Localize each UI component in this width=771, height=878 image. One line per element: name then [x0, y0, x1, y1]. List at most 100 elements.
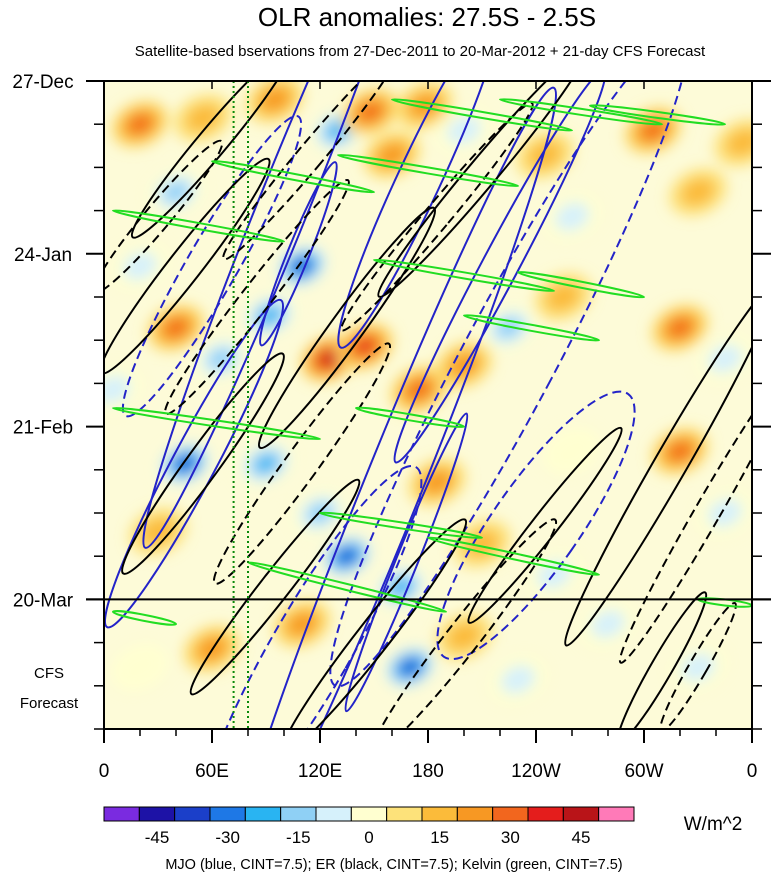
colorbar-tick-label: -30 — [215, 828, 240, 847]
er-contour — [130, 81, 294, 239]
colorbar-swatch — [350, 806, 388, 822]
anomaly-blob — [500, 665, 536, 694]
anomaly-blob — [543, 427, 601, 475]
er-contour — [370, 518, 558, 729]
chart-subtitle: Satellite-based bservations from 27-Dec-… — [135, 43, 706, 60]
anomaly-blob — [680, 653, 716, 682]
x-tick-label: 180 — [412, 761, 444, 782]
colorbar-tick-label: -15 — [286, 828, 311, 847]
kelvin-contour — [426, 536, 601, 576]
kelvin-contour — [336, 153, 520, 188]
er-contour — [616, 591, 708, 729]
x-tick-label: 120E — [298, 761, 342, 782]
forecast-label-line1: CFS — [34, 665, 64, 682]
anomaly-blob — [643, 122, 663, 139]
anomaly-blob — [554, 202, 590, 231]
er-contour — [564, 280, 752, 647]
er-contour — [222, 81, 400, 261]
mjo-contour — [199, 464, 423, 729]
x-axis: 0 60E 120E 180 120W 60W 0 — [99, 81, 758, 782]
x-tick-label: 0 — [99, 761, 110, 782]
mjo-contour — [436, 390, 636, 661]
colorbar-tick-label: 0 — [364, 828, 373, 847]
er-contour — [257, 206, 437, 450]
mjo-contour — [121, 114, 303, 418]
colorbar-tick-label: 15 — [430, 828, 449, 847]
colorbar-swatch — [315, 806, 352, 822]
anomaly-blob — [130, 116, 150, 133]
er-contour — [659, 601, 737, 729]
mjo-contour — [344, 412, 469, 713]
anomaly-blob — [545, 282, 581, 312]
colorbar-swatch — [598, 806, 635, 822]
er-contour — [189, 478, 361, 696]
er-contour — [340, 102, 534, 332]
kelvin-contour — [498, 98, 664, 126]
y-tick-label: 27-Dec — [12, 72, 73, 93]
kelvin-contour — [210, 159, 376, 194]
colorbar-swatch — [103, 806, 140, 822]
kelvin-contour — [318, 511, 484, 540]
er-contour — [104, 157, 271, 375]
anomaly-blob — [412, 95, 437, 116]
colorbar-swatch — [244, 806, 282, 822]
anomaly-blob — [707, 344, 743, 373]
colorbar-swatch — [138, 806, 176, 822]
colorbar-unit: W/m^2 — [684, 814, 743, 835]
reference-longitude-lines — [232, 81, 249, 729]
anomaly-blob — [185, 103, 221, 133]
anomaly-blob — [322, 353, 336, 365]
anomaly-blob — [670, 319, 690, 336]
anomaly-field — [104, 81, 752, 704]
forecast-label-line2: Forecast — [20, 695, 79, 712]
er-contour — [121, 352, 285, 575]
colorbar-swatch — [421, 806, 458, 822]
colorbar-tick-label: -45 — [145, 828, 170, 847]
anomaly-blob — [403, 661, 417, 673]
colorbar-swatch — [174, 806, 211, 822]
x-tick-label: 120W — [511, 761, 561, 782]
anomaly-blob — [166, 319, 186, 336]
colorbar-swatch — [527, 806, 564, 822]
y-tick-label: 20-Mar — [13, 590, 74, 611]
x-tick-label: 60W — [624, 761, 663, 782]
mjo-contour — [393, 81, 607, 464]
x-tick-label: 60E — [195, 761, 229, 782]
colorbar-swatch — [562, 806, 600, 822]
kelvin-contour — [372, 258, 556, 293]
anomaly-blob — [256, 455, 276, 472]
kelvin-contour — [462, 314, 601, 342]
anomaly-blob — [590, 609, 626, 639]
kelvin-contours — [111, 98, 752, 626]
kelvin-contour — [111, 406, 322, 441]
mjo-contour — [337, 81, 501, 349]
er-contours — [104, 81, 752, 729]
er-contour — [104, 139, 224, 294]
colorbar-swatch — [386, 806, 423, 822]
colorbar-tick-label: 30 — [501, 828, 520, 847]
anomaly-blob — [357, 339, 373, 353]
anomaly-blob — [680, 177, 716, 207]
x-tick-label: 0 — [747, 761, 758, 782]
colorbar-swatch — [492, 806, 529, 822]
kelvin-contour — [516, 270, 646, 299]
mjo-contour — [104, 298, 284, 629]
anomaly-blob — [340, 550, 354, 562]
anomaly-blob — [140, 517, 176, 546]
er-contour — [212, 342, 392, 585]
anomaly-blob — [111, 643, 169, 691]
chart-title: OLR anomalies: 27.5S - 2.5S — [258, 2, 596, 32]
er-contour — [467, 426, 623, 624]
er-contour — [280, 518, 468, 729]
anomaly-blob — [289, 613, 315, 635]
anomaly-blob — [446, 622, 482, 651]
anomaly-blob — [122, 251, 158, 281]
colorbar-swatch — [209, 806, 246, 822]
mjo-contour — [259, 161, 338, 347]
plot-area — [104, 81, 752, 729]
colorbar-swatch — [280, 806, 317, 822]
colorbar: -45 -30 -15 0 15 30 45 — [103, 806, 635, 847]
kelvin-contour — [111, 209, 286, 243]
anomaly-blob — [670, 443, 690, 460]
